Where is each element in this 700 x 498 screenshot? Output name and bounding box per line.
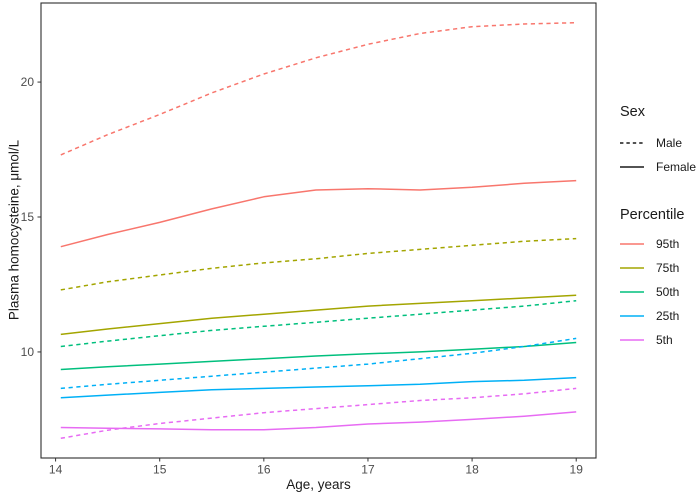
legend-item-75th: 75th [620, 256, 700, 280]
legend-group-percentile: Percentile 95th 75th 50th 25th 5th [620, 207, 700, 352]
legend-label: 25th [656, 309, 680, 323]
legend-title-sex: Sex [620, 104, 645, 120]
series-line-5th-female [60, 411, 577, 431]
legend-label: 75th [656, 261, 680, 275]
legend-item-50th: 50th [620, 280, 700, 304]
legend-items-sex: Male Female [620, 131, 700, 179]
x-tick-label: 14 [49, 463, 63, 477]
legend-item-5th: 5th [620, 328, 700, 352]
legend-label: 5th [656, 333, 673, 347]
legend-key-line-icon [620, 339, 644, 341]
legend-key-line-icon [620, 315, 644, 317]
series-line-5th-male [60, 387, 577, 440]
legend-label: 50th [656, 285, 680, 299]
legend-key-line-icon [620, 267, 644, 269]
series-line-25th-female [60, 376, 577, 399]
series-line-75th-female [60, 294, 577, 336]
y-axis-title: Plasma homocysteine, μmol/L [6, 139, 22, 321]
legend-title-percentile: Percentile [620, 207, 685, 223]
legend: Sex Male Female Percentile 95th 75th 50th 25th 5… [620, 104, 700, 352]
series-line-25th-male [60, 337, 577, 390]
x-axis-title: Age, years [286, 477, 351, 492]
legend-label: Female [656, 160, 697, 174]
legend-key-line-icon [620, 243, 644, 245]
legend-key-line-icon [620, 166, 644, 168]
series-line-95th-male [60, 21, 577, 156]
x-tick-label: 17 [361, 463, 375, 477]
series-line-50th-male [60, 299, 577, 348]
x-tick-label: 15 [153, 463, 167, 477]
x-tick-label: 19 [570, 463, 584, 477]
x-tick-label: 16 [257, 463, 271, 477]
legend-item-female: Female [620, 155, 700, 179]
legend-key-line-icon [620, 142, 644, 144]
legend-group-sex: Sex Male Female [620, 104, 700, 179]
legend-items-percentile: 95th 75th 50th 25th 5th [620, 232, 700, 352]
legend-item-25th: 25th [620, 304, 700, 328]
y-tick-label: 15 [21, 210, 35, 224]
x-tick-label: 18 [465, 463, 479, 477]
legend-key-line-icon [620, 291, 644, 293]
legend-item-male: Male [620, 131, 700, 155]
y-tick-label: 10 [21, 345, 35, 359]
legend-label: 95th [656, 237, 680, 251]
series-line-50th-female [60, 341, 577, 371]
panel-border [40, 2, 597, 459]
series-line-95th-female [60, 179, 577, 248]
legend-label: Male [656, 136, 683, 150]
y-tick-label: 20 [21, 75, 35, 89]
series-line-75th-male [60, 237, 577, 291]
legend-item-95th: 95th [620, 232, 700, 256]
